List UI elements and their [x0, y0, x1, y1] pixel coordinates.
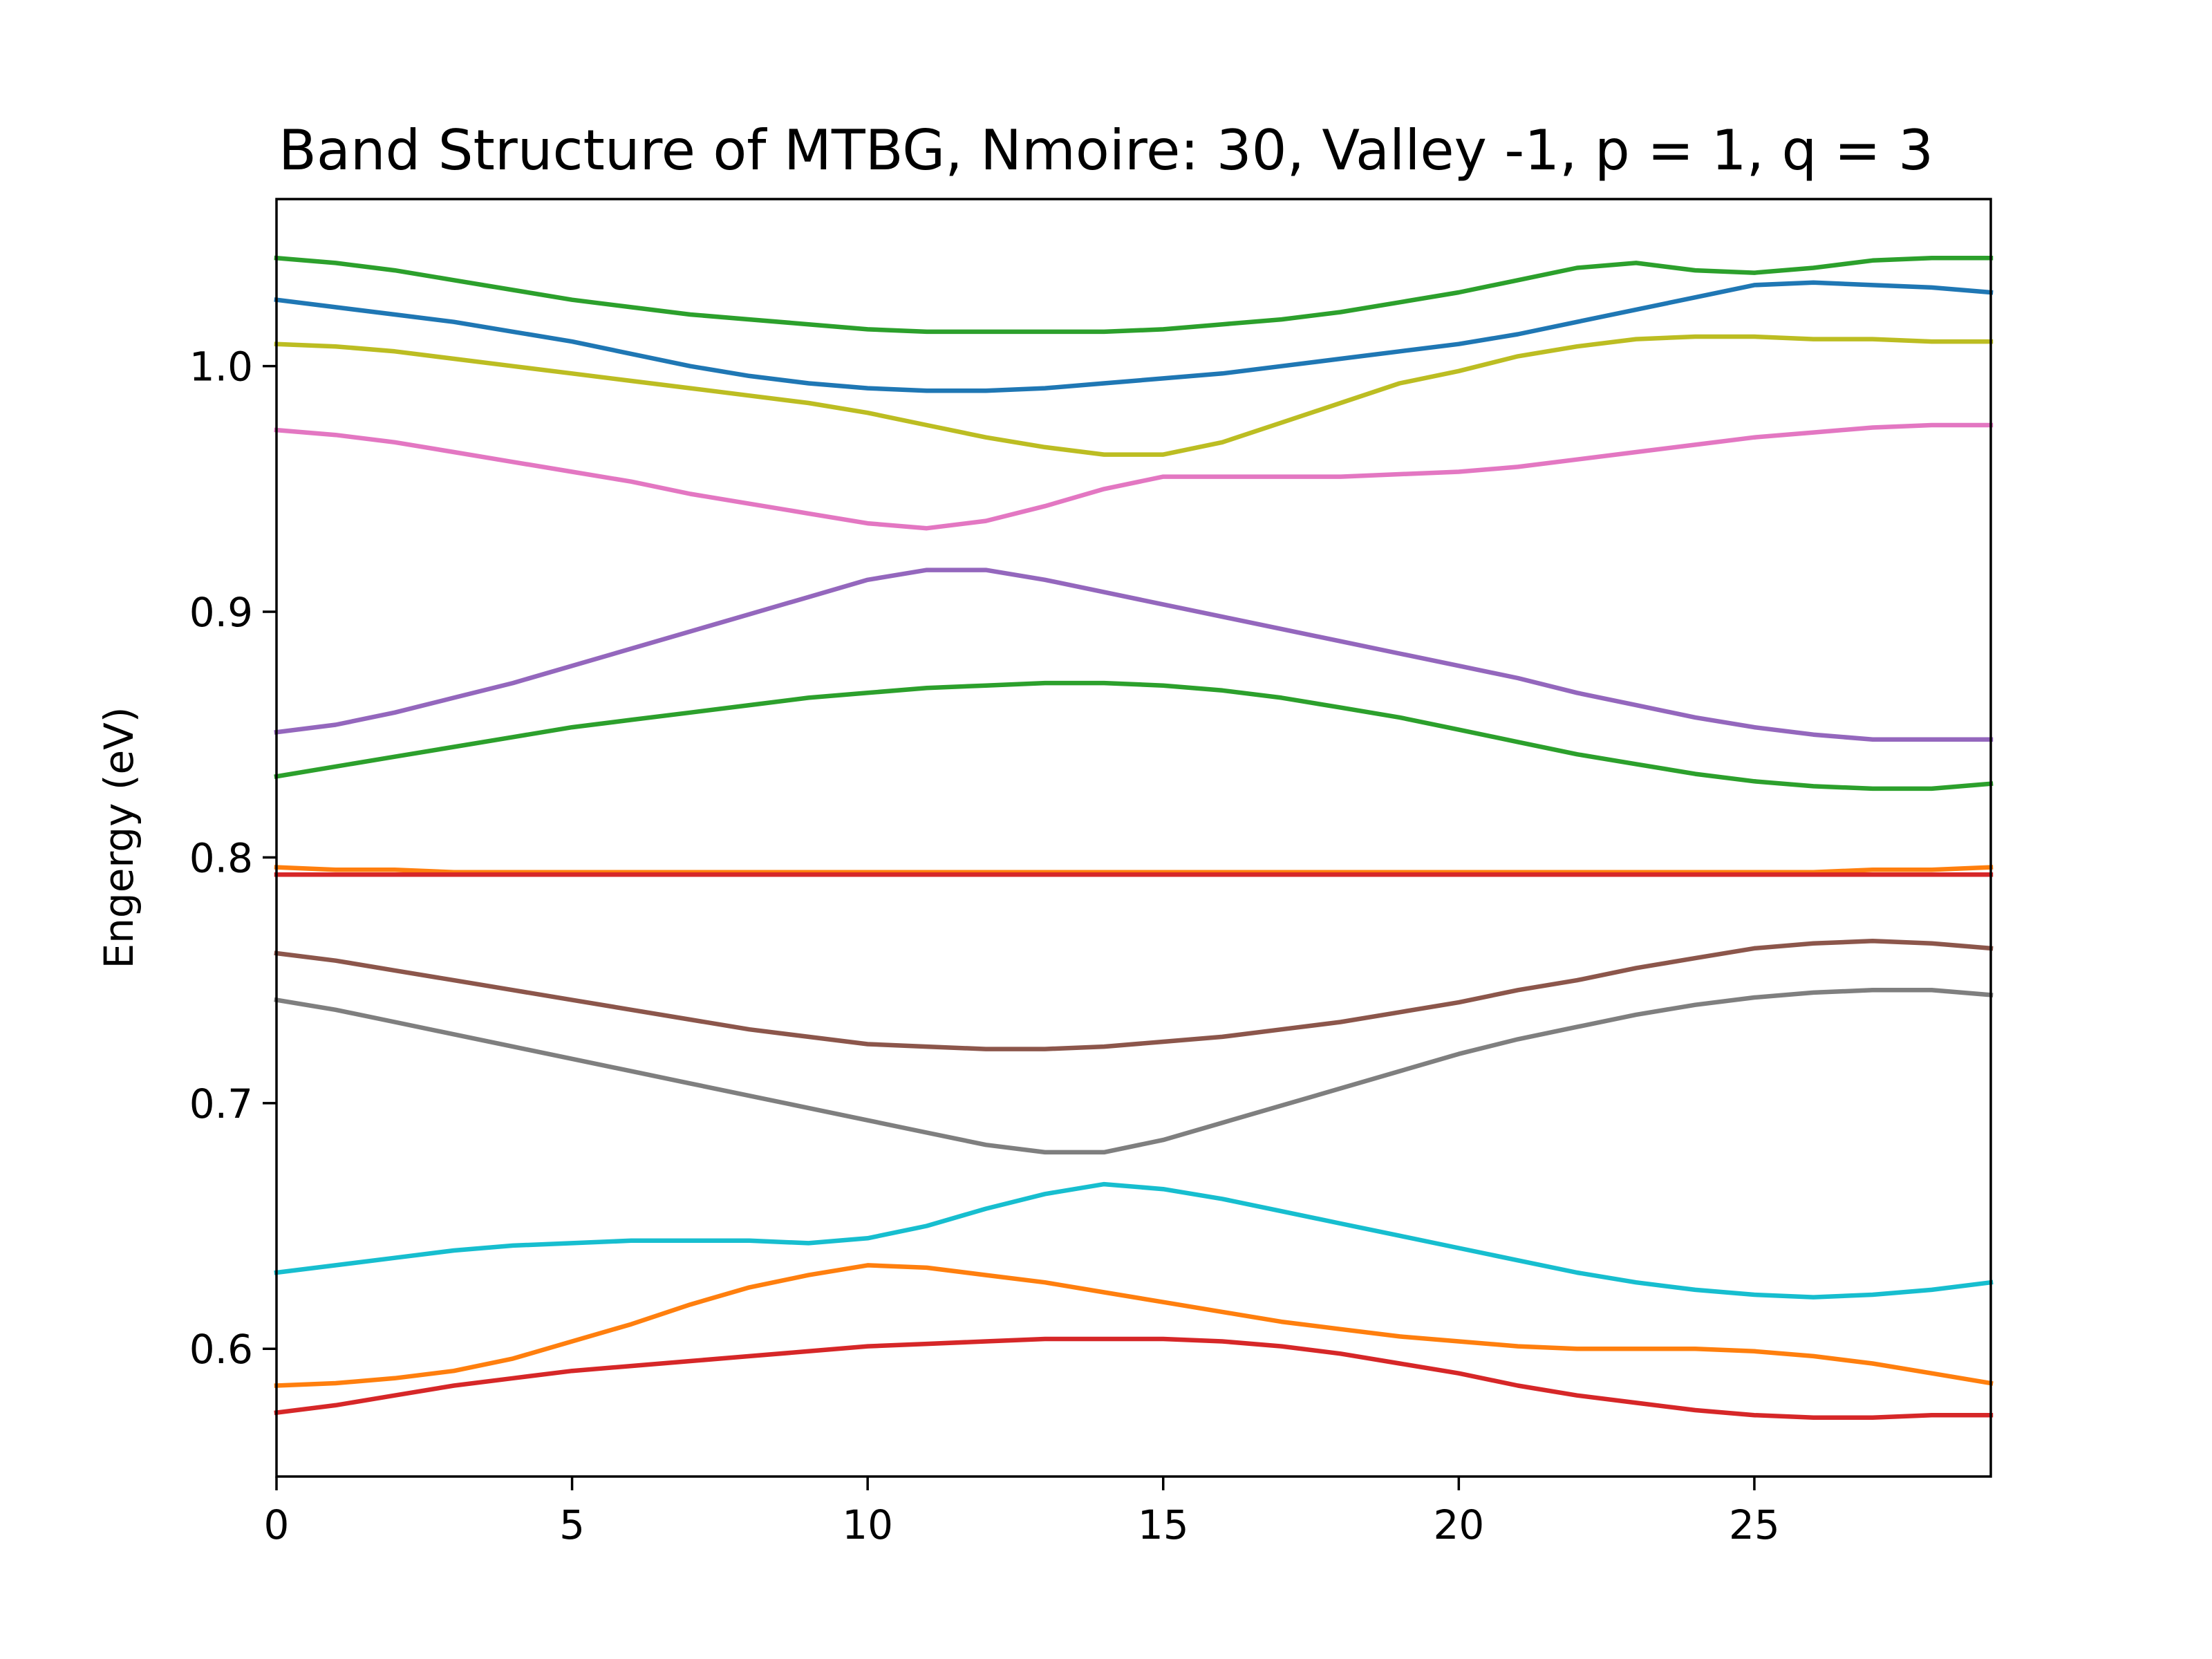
x-tick-label: 20: [1433, 1501, 1484, 1548]
band-line-10: [274, 988, 1994, 1155]
band-line-13: [274, 1336, 1994, 1420]
x-tick-label: 0: [264, 1501, 290, 1548]
chart-title: Band Structure of MTBG, Nmoire: 30, Vall…: [279, 118, 1933, 182]
x-tick-label: 10: [842, 1501, 893, 1548]
y-axis-label: Engergy (eV): [95, 707, 142, 969]
band-line-2: [274, 280, 1994, 393]
band-line-7: [274, 865, 1994, 875]
band-line-9: [274, 939, 1994, 1051]
y-tick-label: 0.8: [189, 834, 253, 881]
series-layer: [274, 255, 1994, 1420]
y-tick-label: 0.7: [189, 1080, 253, 1127]
band-line-4: [274, 422, 1994, 531]
band-line-11: [274, 1181, 1994, 1300]
x-tick-label: 15: [1138, 1501, 1189, 1548]
x-tick-label: 5: [559, 1501, 585, 1548]
band-line-1: [274, 255, 1994, 335]
band-line-3: [274, 334, 1994, 457]
y-axis: 0.6 0.7 0.8 0.9 1.0: [189, 344, 276, 1373]
plot-frame: [275, 198, 1992, 1478]
band-line-12: [274, 1263, 1994, 1388]
x-tick-label: 25: [1729, 1501, 1780, 1548]
y-tick-label: 0.9: [189, 589, 253, 636]
band-line-5: [274, 568, 1994, 742]
y-tick-label: 1.0: [189, 344, 253, 391]
band-line-6: [274, 680, 1994, 791]
x-axis: 0 5 10 15 20 25: [264, 1477, 1780, 1548]
y-tick-label: 0.6: [189, 1326, 253, 1373]
